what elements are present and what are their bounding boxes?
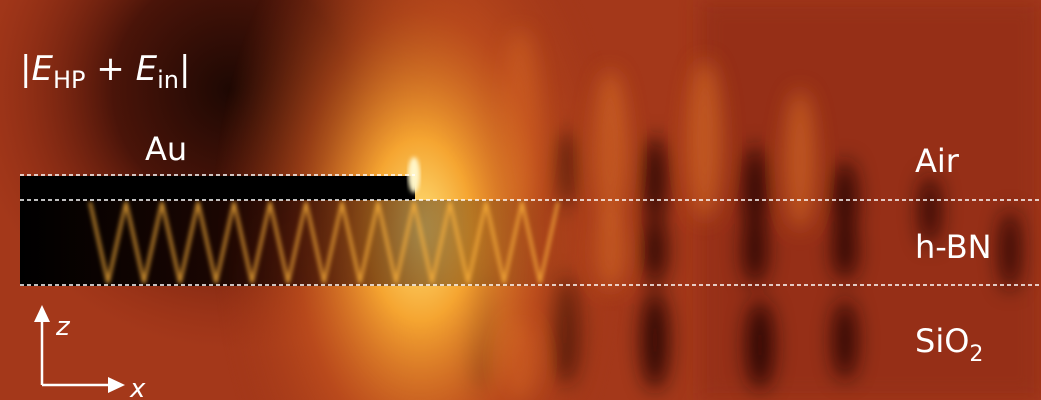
symbol: E — [31, 49, 53, 89]
bar: | — [179, 49, 190, 89]
au-label: Au — [145, 130, 187, 168]
air-label: Air — [915, 142, 960, 180]
bar: | — [20, 49, 31, 89]
x-label: x — [129, 374, 146, 400]
au-layer — [20, 176, 415, 200]
plus: + — [85, 49, 135, 89]
z-label: z — [55, 312, 71, 342]
subscript: 2 — [969, 342, 983, 367]
symbol: E — [136, 49, 158, 89]
field-map-figure: |EHP + Ein| Au Air h-BN SiO2 z x — [0, 0, 1041, 400]
hbn-label: h-BN — [915, 228, 992, 266]
subscript: in — [157, 66, 179, 94]
subscript: HP — [53, 66, 86, 94]
formula: SiO — [915, 322, 969, 360]
